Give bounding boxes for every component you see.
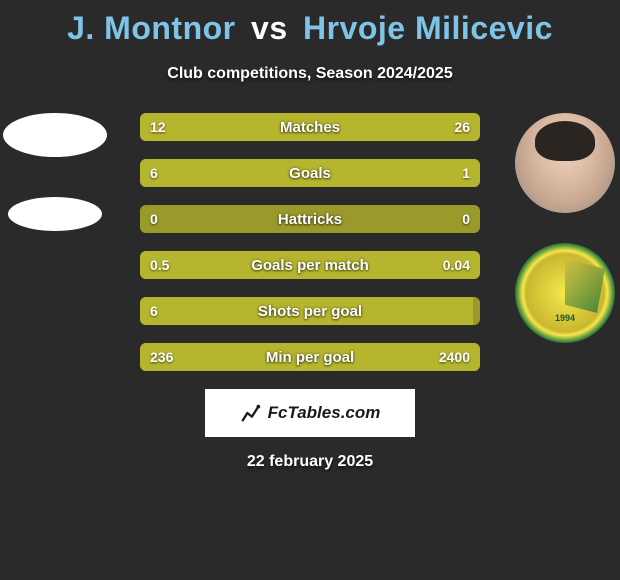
player1-avatar: [3, 113, 107, 157]
stat-row: 00Hattricks: [140, 205, 480, 233]
stat-row: 6Shots per goal: [140, 297, 480, 325]
stat-row: 1226Matches: [140, 113, 480, 141]
left-column: [0, 113, 110, 231]
comparison-title: J. Montnor vs Hrvoje Milicevic: [0, 0, 620, 47]
stats-area: 1226Matches 61Goals 00Hattricks 0.50.04Goal…: [0, 113, 620, 371]
stat-label: Min per goal: [140, 343, 480, 371]
right-column: [510, 113, 620, 343]
source-badge: FcTables.com: [205, 389, 415, 437]
stat-label: Matches: [140, 113, 480, 141]
title-vs: vs: [251, 10, 288, 46]
date-line: 22 february 2025: [0, 453, 620, 471]
player1-club-badge: [8, 197, 102, 231]
stat-row: 0.50.04Goals per match: [140, 251, 480, 279]
player1-name: J. Montnor: [67, 10, 236, 46]
player2-avatar: [515, 113, 615, 213]
stat-row: 2362400Min per goal: [140, 343, 480, 371]
fctables-logo-icon: [240, 402, 262, 424]
stat-label: Goals: [140, 159, 480, 187]
stat-row: 61Goals: [140, 159, 480, 187]
stat-label: Goals per match: [140, 251, 480, 279]
subtitle: Club competitions, Season 2024/2025: [0, 65, 620, 83]
player2-club-badge: [515, 243, 615, 343]
source-badge-text: FcTables.com: [268, 403, 381, 423]
stat-label: Hattricks: [140, 205, 480, 233]
player2-name: Hrvoje Milicevic: [303, 10, 553, 46]
stat-label: Shots per goal: [140, 297, 480, 325]
stat-bars: 1226Matches 61Goals 00Hattricks 0.50.04Goal…: [140, 113, 480, 371]
